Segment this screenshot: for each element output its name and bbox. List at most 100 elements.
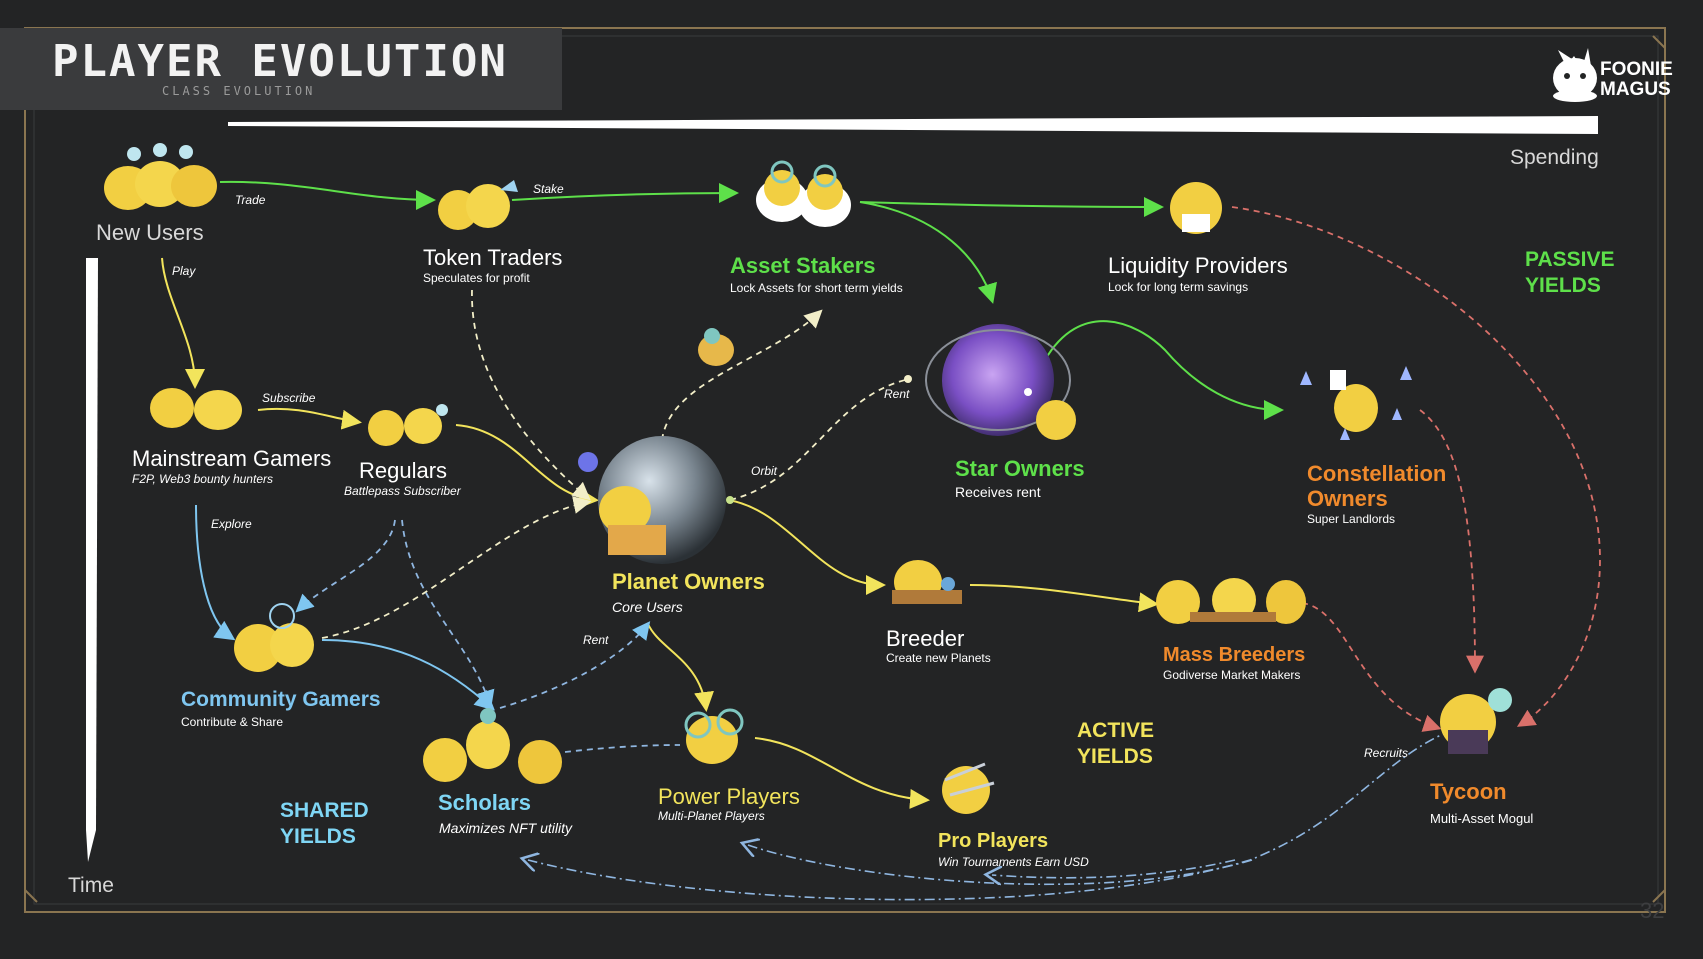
title-panel [0, 28, 562, 110]
community-gamers-image [234, 603, 314, 672]
edge-breeder-to-mass [969, 584, 1159, 613]
asset-stakers-subtitle: Lock Assets for short term yields [730, 281, 903, 295]
spending-axis-arrow [228, 116, 1598, 134]
star-owners-title: Star Owners [955, 456, 1085, 481]
edge-planet-to-stakers [661, 309, 823, 441]
edge-label-orbit: Orbit [751, 464, 778, 478]
constellation-owners-title: Constellation Owners [1307, 461, 1446, 511]
regulars-subtitle: Battlepass Subscriber [344, 484, 461, 498]
brand-line-1: FOONIE [1600, 59, 1673, 80]
liquidity-providers-image [1170, 182, 1222, 234]
page-title: PLAYER EVOLUTION [52, 36, 508, 87]
active-yields-label: ACTIVE YIELDS [1077, 718, 1154, 770]
edge-label-explore: Explore [211, 517, 252, 531]
edge-label-stake: Stake [533, 182, 564, 196]
active-yields-line-1: ACTIVE [1077, 719, 1155, 742]
edge-regulars-to-scholars [401, 519, 495, 709]
scholars-title: Scholars [438, 790, 531, 815]
mini-explorer-image [698, 328, 734, 366]
brand-line-2: MAGUS [1600, 79, 1671, 100]
scholars-image [423, 708, 562, 784]
edge-explore [195, 504, 236, 641]
edge-rent-planet [499, 621, 651, 709]
mainstream-gamers-subtitle: F2P, Web3 bounty hunters [132, 472, 273, 486]
edge-to-liquidity [859, 196, 1164, 217]
edge-community-to-scholars [321, 639, 495, 711]
edge-star-to-constellation [1044, 320, 1284, 420]
passive-yields-line-1: PASSIVE [1525, 248, 1615, 271]
edge-recruits-power [748, 845, 1253, 886]
planet-owners-image [578, 436, 726, 564]
edge-community-to-planet [321, 496, 592, 639]
edge-label-rent-star: Rent [884, 387, 910, 401]
pro-players-image [942, 762, 995, 814]
edge-traders-to-planet [471, 289, 591, 501]
constellation-owners-image [1300, 366, 1412, 440]
edge-constellation-to-tycoon [1419, 409, 1484, 674]
scholars-subtitle: Maximizes NFT utility [439, 820, 573, 836]
liquidity-providers-title: Liquidity Providers [1108, 253, 1288, 278]
constellation-owners-title-line-2: Owners [1307, 486, 1388, 511]
edge-regulars-to-planet [455, 424, 599, 509]
time-axis-label: Time [68, 874, 114, 897]
token-traders-image [438, 180, 518, 230]
edge-power-to-pro [754, 737, 930, 809]
constellation-owners-subtitle: Super Landlords [1307, 512, 1396, 526]
edge-recruits [528, 729, 1453, 901]
power-players-image [684, 708, 744, 764]
constellation-owners-title-line-1: Constellation [1307, 461, 1447, 486]
edge-orbit [729, 379, 906, 501]
passive-yields-line-2: YIELDS [1525, 274, 1601, 297]
passive-yields-label: PASSIVE YIELDS [1525, 247, 1614, 299]
star-owners-image [925, 324, 1076, 440]
edge-regulars-to-community [295, 519, 396, 613]
edge-label-recruits: Recruits [1364, 746, 1409, 760]
page-number: 32 [1640, 898, 1665, 923]
new-users-image [104, 143, 217, 210]
regulars-image [368, 404, 448, 446]
edge-scholars-power [564, 744, 681, 753]
active-yields-line-2: YIELDS [1077, 745, 1153, 768]
edge-planet-to-power [647, 623, 714, 712]
breeder-image [892, 560, 962, 604]
breeder-title: Breeder [886, 626, 965, 651]
mass-breeders-title: Mass Breeders [1163, 644, 1306, 666]
power-players-subtitle: Multi-Planet Players [658, 809, 765, 823]
mass-breeders-subtitle: Godiverse Market Makers [1163, 668, 1301, 682]
community-gamers-title: Community Gamers [181, 688, 381, 711]
edge-play [161, 257, 205, 389]
tycoon-subtitle: Multi-Asset Mogul [1430, 811, 1534, 826]
pro-players-subtitle: Win Tournaments Earn USD [938, 855, 1089, 869]
edge-recruits-pro [992, 859, 1236, 878]
mainstream-gamers-image [150, 388, 242, 430]
shared-yields-label: SHARED YIELDS [280, 798, 369, 850]
brand-name: FOONIE MAGUS [1600, 60, 1673, 100]
pro-players-title: Pro Players [938, 830, 1049, 852]
power-players-title: Power Players [658, 784, 800, 809]
shared-yields-line-1: SHARED [280, 799, 369, 822]
edge-planet-to-breeder [727, 499, 886, 595]
edge-label-play: Play [172, 264, 196, 278]
edge-stake [511, 183, 739, 204]
token-traders-title: Token Traders [423, 245, 563, 270]
spending-axis-label: Spending [1510, 146, 1599, 169]
tycoon-image [1440, 688, 1512, 754]
planet-owners-subtitle: Core Users [612, 599, 683, 615]
asset-stakers-title: Asset Stakers [730, 253, 876, 278]
edge-to-star [859, 201, 997, 304]
community-gamers-subtitle: Contribute & Share [181, 715, 284, 729]
edge-label-rent-planet: Rent [583, 633, 609, 647]
edge-liquidity-to-tycoon [1231, 206, 1601, 727]
star-owners-subtitle: Receives rent [955, 484, 1041, 500]
page-subtitle: CLASS EVOLUTION [162, 84, 316, 98]
edge-label-trade: Trade [235, 193, 266, 207]
regulars-title: Regulars [359, 458, 448, 483]
liquidity-providers-subtitle: Lock for long term savings [1108, 280, 1249, 294]
edge-trade [219, 180, 436, 210]
new-users-title: New Users [96, 220, 204, 245]
shared-yields-line-2: YIELDS [280, 825, 356, 848]
tycoon-title: Tycoon [1430, 779, 1507, 804]
edge-label-subscribe: Subscribe [262, 391, 316, 405]
token-traders-subtitle: Speculates for profit [423, 271, 530, 285]
time-axis-arrow [86, 258, 98, 862]
